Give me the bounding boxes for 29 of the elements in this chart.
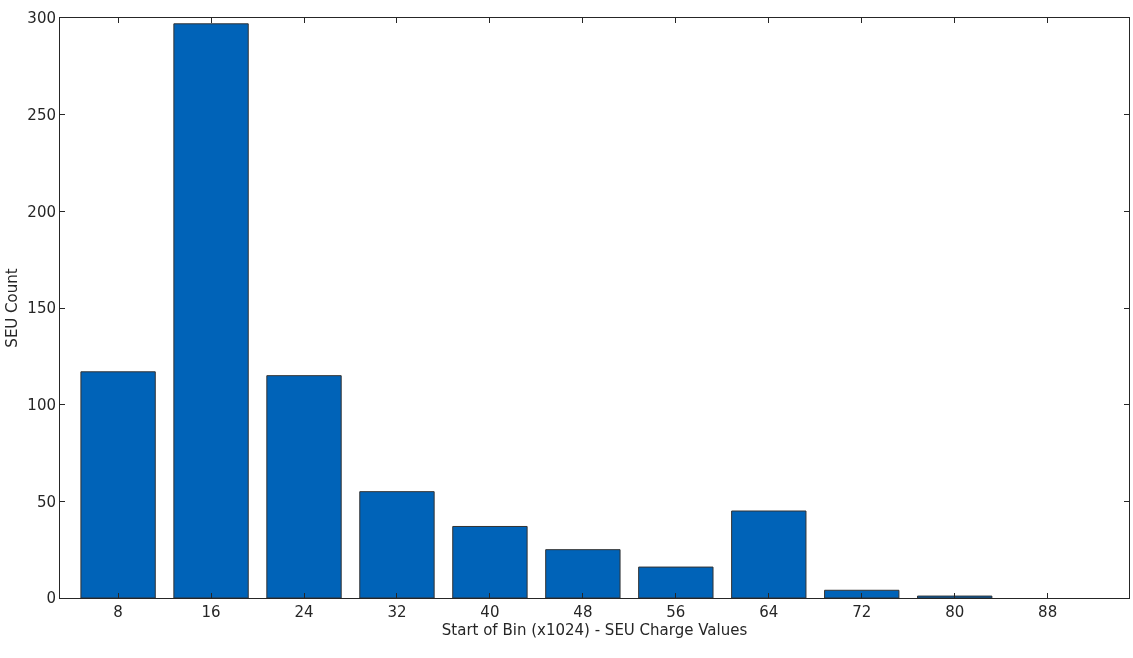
- y-tick-label: 200: [27, 202, 56, 221]
- x-tick-label: 8: [113, 603, 123, 621]
- bar: [80, 371, 156, 598]
- x-tick-label: 88: [1038, 603, 1058, 621]
- x-tick-label: 48: [573, 603, 593, 621]
- y-tick-label: 50: [36, 492, 56, 511]
- x-tick-label: 24: [294, 603, 314, 621]
- x-tick-label: 64: [759, 603, 779, 621]
- x-tick-label: 56: [666, 603, 686, 621]
- y-tick-label: 300: [27, 9, 56, 28]
- y-tick-label: 250: [27, 105, 56, 124]
- bar: [638, 566, 714, 598]
- y-tick-label: 100: [27, 395, 56, 414]
- bar: [266, 375, 342, 598]
- x-tick-label: 40: [480, 603, 500, 621]
- bar: [359, 491, 435, 598]
- bar: [173, 23, 249, 598]
- bar: [824, 589, 900, 598]
- bar: [731, 510, 807, 598]
- x-axis-title: Start of Bin (x1024) - SEU Charge Values: [441, 621, 748, 639]
- y-axis-title: SEU Count: [2, 268, 21, 348]
- y-tick-label: 150: [27, 299, 56, 318]
- y-tick-label: 0: [46, 589, 56, 608]
- x-tick-label: 16: [201, 603, 221, 621]
- x-tick-label: 80: [945, 603, 965, 621]
- x-tick-label: 32: [387, 603, 407, 621]
- bar: [545, 549, 621, 598]
- bar: [452, 525, 528, 598]
- x-tick-label: 72: [852, 603, 872, 621]
